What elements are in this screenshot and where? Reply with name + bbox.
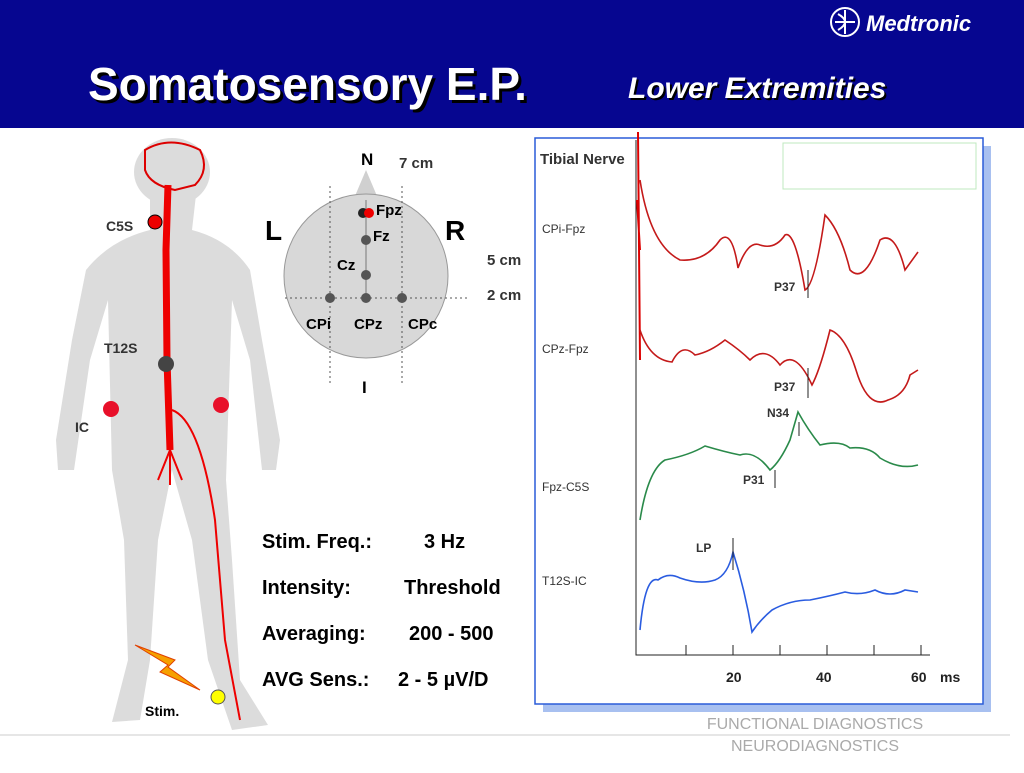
- trace-cpz-fpz: [639, 328, 919, 403]
- setting-label: Averaging:: [262, 623, 366, 645]
- trace-fpz-c5s: [639, 409, 919, 521]
- label: Fz: [373, 228, 390, 245]
- electrode-ic: [213, 397, 229, 413]
- empty-box: [782, 142, 977, 190]
- brain: [144, 141, 205, 192]
- channel-labels: CPi-Fpz CPz-Fpz Fpz-C5S T12S-IC: [542, 222, 589, 588]
- electrode-ic: [103, 401, 119, 417]
- title: Somatosensory E.P.: [88, 58, 527, 110]
- setting-label: Stim. Freq.:: [262, 531, 372, 553]
- head-diagram: [283, 170, 470, 385]
- subtitle-shadow: Lower Extremities: [630, 74, 888, 107]
- spinal-cord: [162, 184, 174, 451]
- nerve: [157, 409, 241, 721]
- setting-value: 3 Hz: [424, 531, 465, 553]
- label: I: [362, 378, 367, 397]
- trace-t12s-ic: [639, 548, 919, 635]
- channel-label: T12S-IC: [542, 574, 587, 588]
- trace-panel: [534, 137, 984, 705]
- footer-text: FUNCTIONAL DIAGNOSTICS: [707, 716, 923, 733]
- body-figure: [56, 138, 280, 730]
- label: CPc: [408, 316, 437, 333]
- tick-label: 40: [816, 669, 832, 685]
- logo-text: Medtronic: [866, 11, 971, 36]
- label: IC: [75, 419, 89, 435]
- label: 7 cm: [399, 155, 433, 172]
- trace-cpi-fpz: [639, 179, 919, 292]
- electrode-t12s: [158, 356, 174, 372]
- label: N: [361, 150, 373, 169]
- logo: Medtronic: [830, 7, 971, 37]
- stim-artifact: [636, 131, 641, 361]
- label: R: [445, 215, 465, 246]
- label: Fpz: [376, 202, 402, 219]
- stim-bolt: [134, 644, 201, 691]
- setting-value: 200 - 500: [409, 623, 494, 645]
- peak-label: P31: [743, 473, 765, 487]
- axis: [635, 140, 930, 656]
- label: Stim.: [145, 703, 179, 719]
- label: L: [265, 215, 282, 246]
- label: C5S: [106, 218, 133, 234]
- channel-label: Fpz-C5S: [542, 480, 589, 494]
- channel-label: CPi-Fpz: [542, 222, 585, 236]
- label: CPz: [354, 316, 382, 333]
- settings: Stim. Freq.: 3 Hz Intensity: Threshold A…: [262, 531, 501, 691]
- title-shadow: Somatosensory E.P.: [91, 61, 530, 113]
- setting-value: 2 - 5 µV/D: [398, 669, 488, 691]
- peak-label: N34: [767, 406, 789, 420]
- setting-label: AVG Sens.:: [262, 669, 369, 691]
- electrode-stim: [210, 689, 226, 705]
- setting-value: Threshold: [404, 577, 501, 599]
- axis-labels: 20 40 60 ms: [726, 669, 960, 685]
- label: CPi: [306, 316, 331, 333]
- peak-labels: P37 P37 N34 P31 LP: [696, 280, 796, 555]
- label: 2 cm: [487, 287, 521, 304]
- channel-label: CPz-Fpz: [542, 342, 589, 356]
- label: T12S: [104, 340, 137, 356]
- panel-title: Tibial Nerve: [540, 151, 625, 168]
- label: 5 cm: [487, 252, 521, 269]
- footer-text: NEURODIAGNOSTICS: [731, 738, 899, 755]
- subtitle: Lower Extremities: [628, 72, 886, 105]
- peak-label: P37: [774, 280, 796, 294]
- peak-label: P37: [774, 380, 796, 394]
- tick-label: 20: [726, 669, 742, 685]
- peak-label: LP: [696, 541, 711, 555]
- axis-unit: ms: [940, 669, 960, 685]
- tick-label: 60: [911, 669, 927, 685]
- peak-markers: [732, 270, 809, 570]
- setting-label: Intensity:: [262, 577, 351, 599]
- electrode-c5s: [147, 214, 163, 230]
- label: Cz: [337, 257, 355, 274]
